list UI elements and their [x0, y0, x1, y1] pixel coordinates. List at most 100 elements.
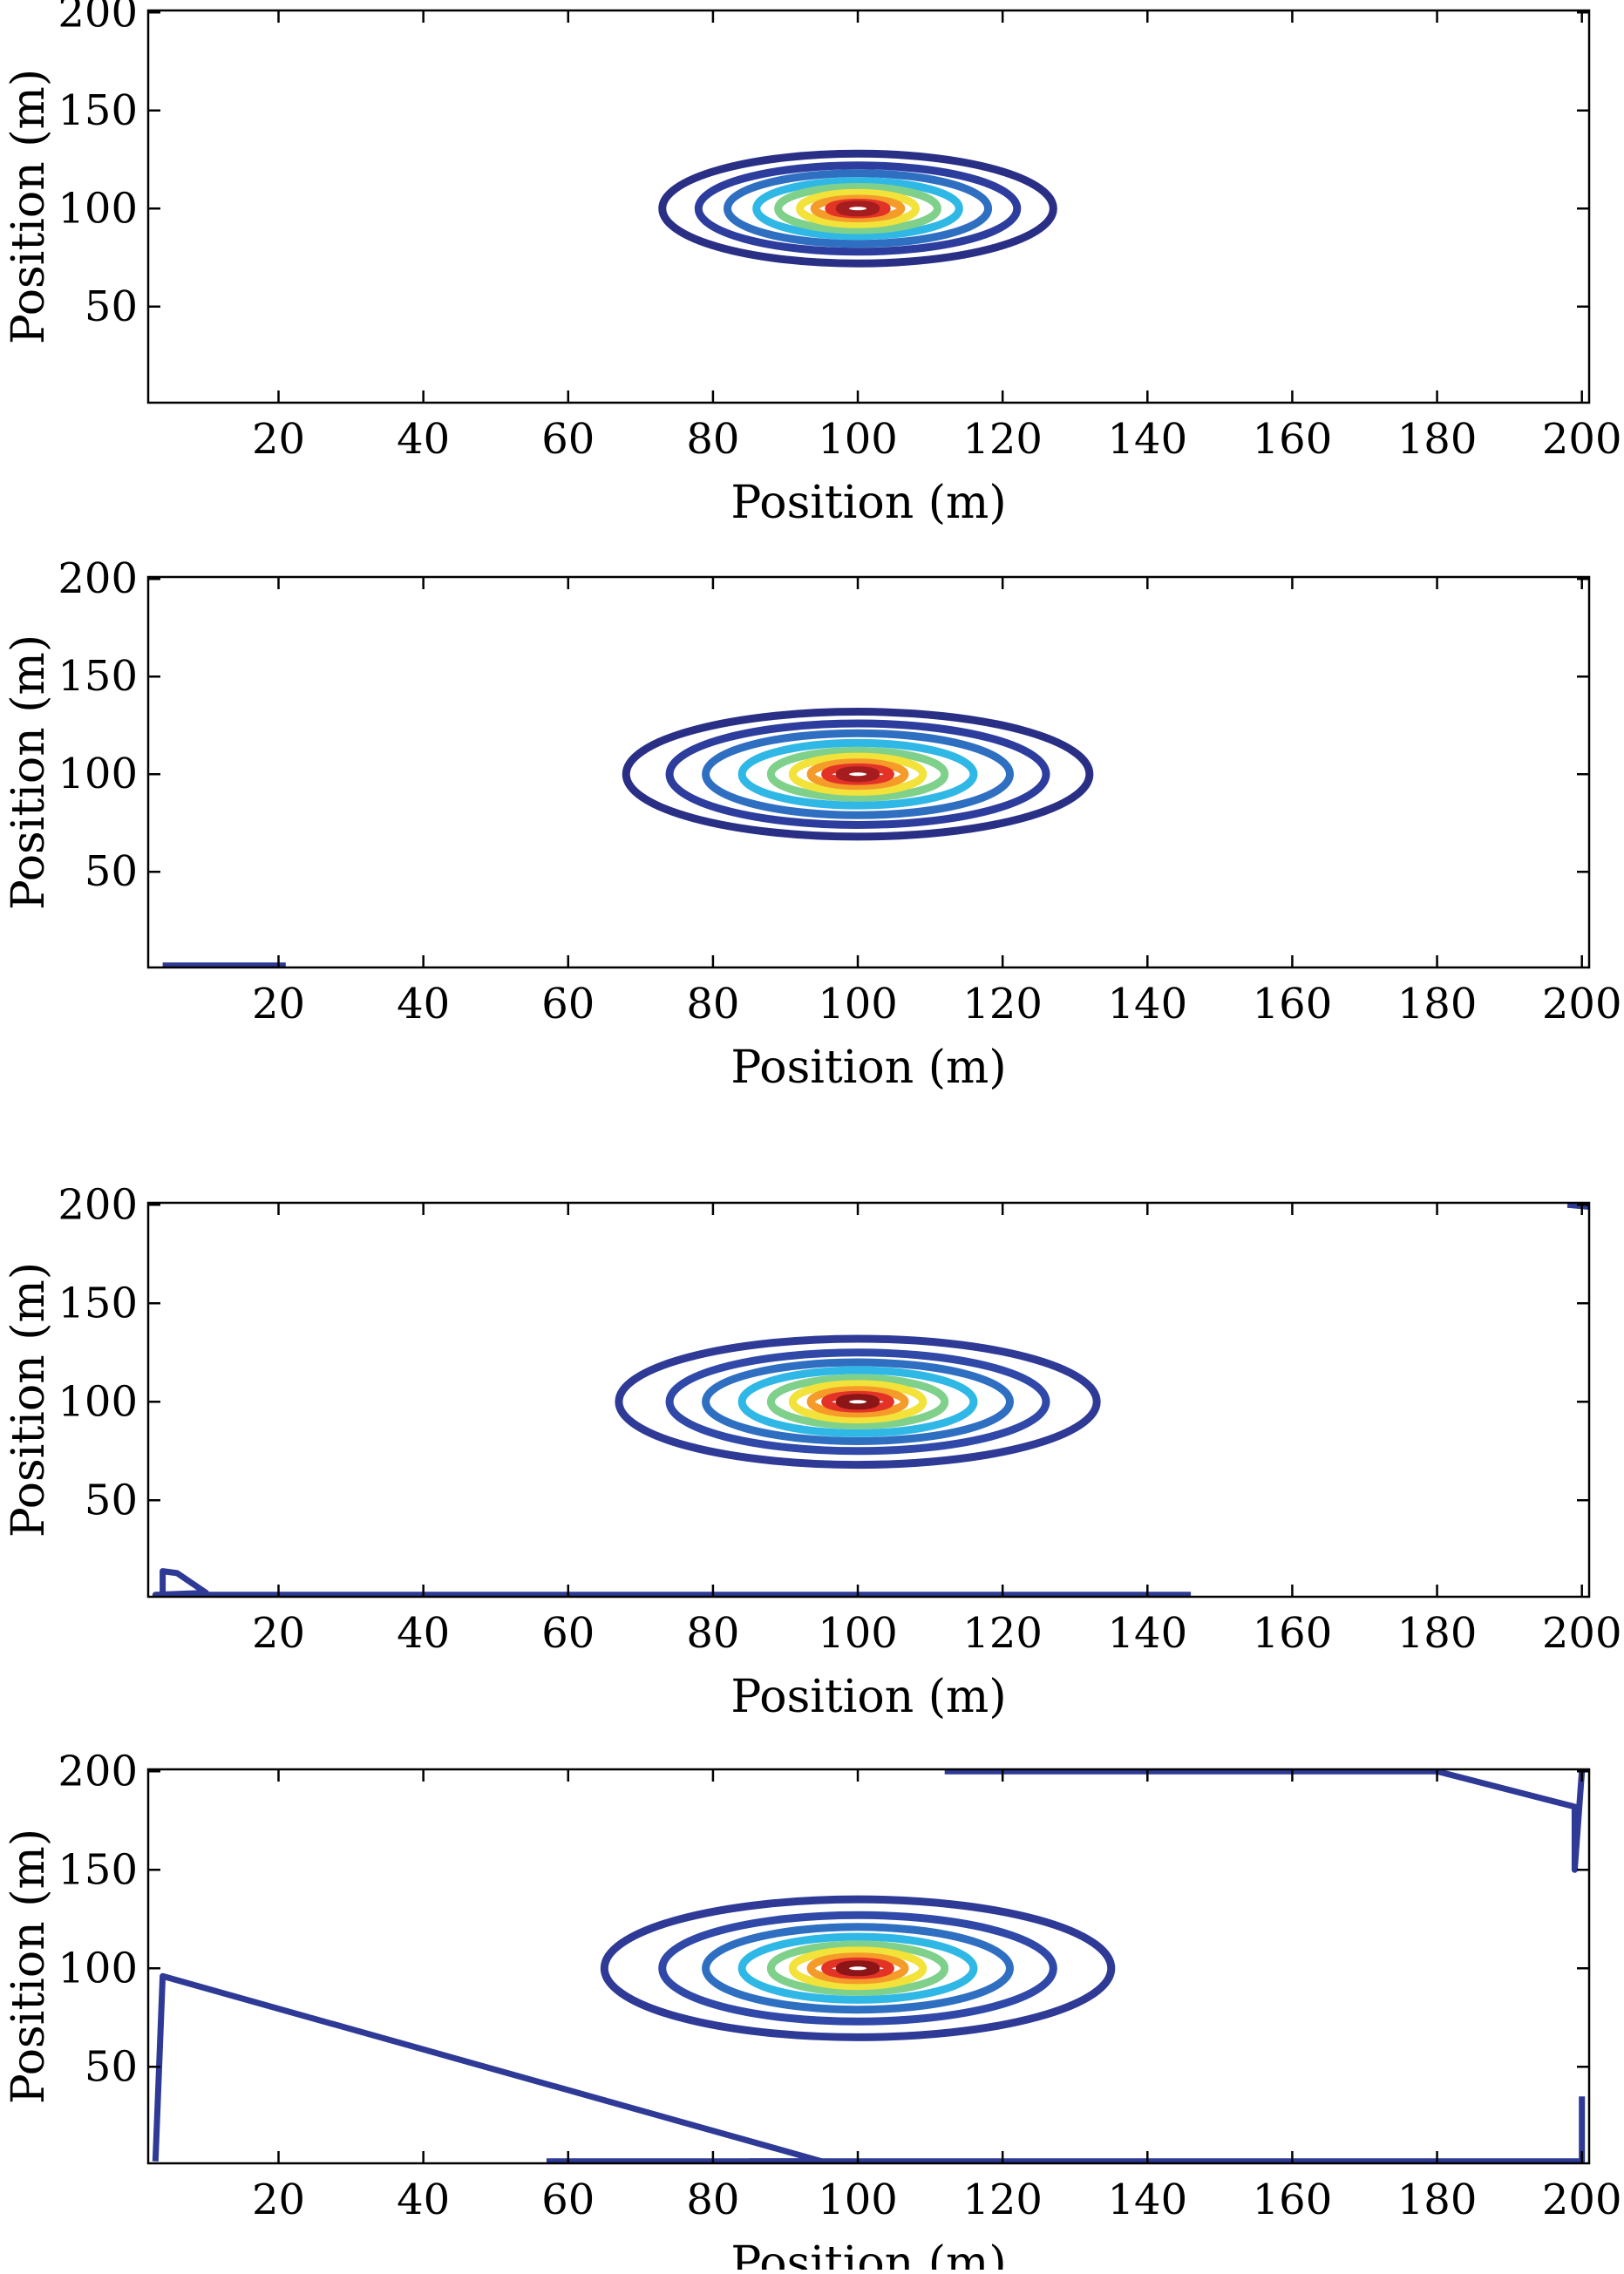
- y-tick-label: 50: [85, 847, 138, 896]
- x-tick-label: 20: [252, 2176, 305, 2224]
- axes-frame: [146, 9, 1591, 404]
- y-tick-label: 50: [85, 2042, 138, 2091]
- contour-level-7: [806, 758, 909, 791]
- x-tick-label: 180: [1397, 1609, 1478, 1658]
- y-tick-label: 100: [58, 184, 138, 233]
- x-tick-label: 100: [818, 2176, 898, 2224]
- y-tick-label: 200: [58, 554, 138, 603]
- contour-level-2: [665, 1348, 1050, 1456]
- x-tick-label: 120: [962, 415, 1043, 464]
- contour-level-5: [766, 1374, 949, 1429]
- x-tick-label: 180: [1397, 980, 1478, 1028]
- x-axis-label: Position (m): [730, 1042, 1006, 1094]
- x-tick-label: 80: [686, 2176, 739, 2224]
- contour-level-5: [766, 1940, 949, 1996]
- y-tick-label: 200: [58, 0, 138, 37]
- contour-level-6: [796, 188, 920, 228]
- x-tick-label: 140: [1107, 1609, 1187, 1658]
- contour-level-1: [658, 149, 1057, 268]
- axes-frame: [146, 1768, 1591, 2165]
- contour-group: [152, 1769, 1586, 2163]
- contour-level-5: [774, 183, 941, 234]
- contour-level-6: [788, 1946, 928, 1991]
- y-tick-label: 150: [58, 86, 138, 135]
- y-tick-label: 50: [85, 1476, 138, 1524]
- x-tick-label: 160: [1253, 2176, 1333, 2224]
- y-axis-label: Position (m): [3, 1829, 55, 2104]
- x-tick-label: 120: [962, 980, 1043, 1028]
- y-tick-label: 100: [58, 1944, 138, 1992]
- x-axis-label: Position (m): [730, 1671, 1006, 1723]
- x-tick-label: 60: [541, 980, 595, 1028]
- x-tick-label: 200: [1542, 415, 1622, 464]
- y-tick-label: 100: [58, 750, 138, 798]
- contour-peak: [849, 207, 867, 211]
- x-tick-label: 60: [541, 2176, 595, 2224]
- outlier-contour-2: [944, 1769, 1586, 1873]
- x-tick-label: 80: [686, 415, 739, 464]
- contour-level-5: [766, 746, 949, 802]
- x-tick-label: 60: [541, 415, 595, 464]
- contour-level-1: [600, 1895, 1116, 2041]
- contour-level-4: [737, 1366, 978, 1437]
- y-tick-label: 200: [58, 1747, 138, 1795]
- contour-level-9: [835, 766, 880, 783]
- outlier-contour-3: [749, 2096, 1586, 2163]
- x-tick-label: 180: [1397, 415, 1478, 464]
- contour-group: [162, 708, 1094, 967]
- x-tick-label: 40: [397, 2176, 450, 2224]
- contour-peak: [849, 1400, 867, 1404]
- x-tick-label: 160: [1253, 980, 1333, 1028]
- contour-level-2: [665, 719, 1050, 829]
- x-tick-label: 200: [1542, 2176, 1622, 2224]
- x-tick-label: 180: [1397, 2176, 1478, 2224]
- y-axis-label: Position (m): [3, 635, 55, 910]
- y-tick-label: 150: [58, 652, 138, 701]
- y-tick-label: 200: [58, 1180, 138, 1229]
- contour-level-9: [835, 1394, 880, 1410]
- axes-frame: [146, 575, 1591, 969]
- contour-level-3: [702, 729, 1014, 819]
- x-tick-label: 20: [252, 1609, 305, 1658]
- y-axis-label: Position (m): [3, 69, 55, 344]
- x-tick-label: 140: [1107, 415, 1187, 464]
- contour-panel-3: 20 40 60 80 100 120 140 160 180 20050100150200Pos…: [3, 1180, 1622, 1723]
- contour-level-1: [622, 708, 1094, 841]
- x-tick-label: 120: [962, 1609, 1043, 1658]
- contour-panel-2: 20 40 60 80 100 120 140 160 180 20050100150200Pos…: [3, 554, 1622, 1094]
- x-tick-label: 160: [1253, 415, 1333, 464]
- x-axis-label: Position (m): [730, 2237, 1006, 2270]
- contour-level-3: [702, 1923, 1014, 2014]
- contour-panel-1: 20 40 60 80 100 120 140 160 180 20050100150200Pos…: [3, 0, 1622, 529]
- outlier-contour-1: [152, 1972, 825, 2163]
- contour-level-9: [835, 1960, 880, 1977]
- x-tick-label: 140: [1107, 980, 1187, 1028]
- contour-level-4: [737, 1932, 978, 2004]
- x-tick-label: 200: [1542, 1609, 1622, 1658]
- x-tick-label: 100: [818, 980, 898, 1028]
- contour-level-4: [737, 738, 978, 810]
- contour-level-6: [788, 752, 928, 796]
- contour-level-6: [788, 1380, 928, 1424]
- x-tick-label: 40: [397, 980, 450, 1028]
- x-tick-label: 200: [1542, 980, 1622, 1028]
- x-axis-label: Position (m): [730, 477, 1006, 529]
- contour-group: [658, 149, 1057, 268]
- x-tick-label: 120: [962, 2176, 1043, 2224]
- contour-level-2: [658, 1911, 1057, 2026]
- outlier-contour-1: [152, 1568, 1192, 1597]
- contour-level-2: [694, 161, 1022, 256]
- x-tick-label: 20: [252, 415, 305, 464]
- contour-level-3: [702, 1358, 1014, 1445]
- x-tick-label: 160: [1253, 1609, 1333, 1658]
- x-tick-label: 80: [686, 1609, 739, 1658]
- axes-frame: [146, 1201, 1591, 1599]
- contour-panel-4: 20 40 60 80 100 120 140 160 180 20050100150200Pos…: [3, 1747, 1622, 2274]
- x-tick-label: 140: [1107, 2176, 1187, 2224]
- contour-group: [152, 1203, 1589, 1597]
- y-tick-label: 150: [58, 1279, 138, 1327]
- x-tick-label: 20: [252, 980, 305, 1028]
- x-tick-label: 60: [541, 1609, 595, 1658]
